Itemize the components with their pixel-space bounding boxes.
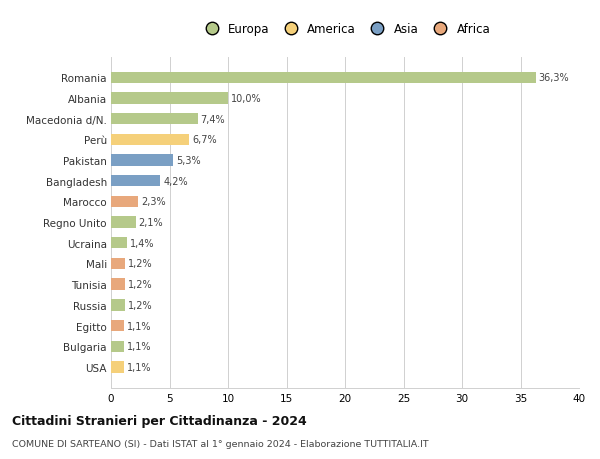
Text: 4,2%: 4,2% [163, 176, 188, 186]
Bar [111, 114, 197, 125]
Text: 36,3%: 36,3% [539, 73, 569, 83]
Text: 1,1%: 1,1% [127, 362, 151, 372]
Bar [111, 196, 138, 207]
Bar [111, 217, 136, 228]
Text: 1,2%: 1,2% [128, 259, 152, 269]
Text: 7,4%: 7,4% [200, 114, 225, 124]
Text: 1,2%: 1,2% [128, 280, 152, 290]
Bar [111, 320, 124, 331]
Bar [111, 362, 124, 373]
Text: 5,3%: 5,3% [176, 156, 200, 166]
Text: 2,1%: 2,1% [139, 218, 163, 228]
Text: 1,1%: 1,1% [127, 321, 151, 331]
Bar [111, 238, 127, 249]
Bar [111, 73, 536, 84]
Text: 6,7%: 6,7% [193, 135, 217, 145]
Bar [111, 300, 125, 311]
Text: Cittadini Stranieri per Cittadinanza - 2024: Cittadini Stranieri per Cittadinanza - 2… [12, 414, 307, 428]
Text: 1,2%: 1,2% [128, 300, 152, 310]
Bar [111, 341, 124, 352]
Text: COMUNE DI SARTEANO (SI) - Dati ISTAT al 1° gennaio 2024 - Elaborazione TUTTITALI: COMUNE DI SARTEANO (SI) - Dati ISTAT al … [12, 439, 428, 448]
Text: 1,4%: 1,4% [130, 238, 155, 248]
Text: 10,0%: 10,0% [231, 94, 262, 104]
Bar [111, 279, 125, 290]
Bar [111, 93, 228, 104]
Text: 1,1%: 1,1% [127, 341, 151, 352]
Legend: Europa, America, Asia, Africa: Europa, America, Asia, Africa [197, 20, 493, 38]
Text: 2,3%: 2,3% [141, 197, 166, 207]
Bar [111, 176, 160, 187]
Bar [111, 134, 190, 146]
Bar [111, 258, 125, 269]
Bar [111, 155, 173, 166]
